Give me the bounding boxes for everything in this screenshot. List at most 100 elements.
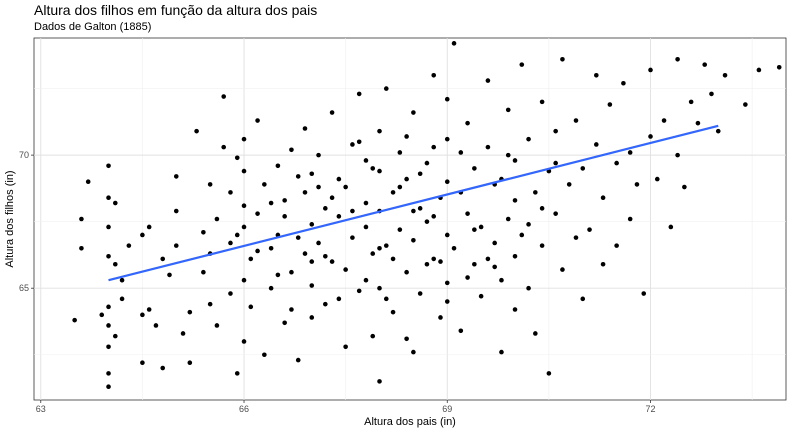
data-point — [187, 360, 193, 366]
data-point — [214, 323, 220, 328]
data-point — [275, 272, 281, 278]
data-points — [72, 41, 782, 389]
data-point — [153, 323, 159, 328]
data-point — [323, 253, 328, 259]
data-point — [383, 296, 389, 302]
regression-line — [108, 124, 719, 282]
data-point — [383, 86, 389, 91]
data-point — [282, 214, 287, 219]
data-point — [519, 62, 525, 67]
data-point — [126, 243, 132, 248]
data-point — [478, 293, 484, 299]
data-point — [648, 67, 653, 73]
data-point — [648, 134, 653, 139]
data-point — [614, 160, 619, 166]
data-point — [282, 198, 287, 203]
x-tick-label: 69 — [442, 404, 452, 414]
data-point — [194, 128, 199, 134]
data-point — [173, 208, 179, 214]
data-point — [553, 160, 558, 166]
data-point — [112, 333, 118, 339]
data-point — [295, 235, 301, 240]
data-point — [221, 94, 226, 99]
data-point — [444, 232, 450, 238]
data-point — [160, 256, 166, 262]
data-point — [336, 214, 342, 219]
data-point — [329, 195, 335, 201]
data-point — [343, 344, 348, 350]
data-point — [221, 144, 226, 150]
data-point — [404, 336, 409, 342]
data-point — [302, 251, 308, 256]
data-point — [722, 72, 728, 78]
data-point — [539, 243, 545, 248]
data-point — [241, 168, 247, 174]
data-point — [228, 291, 233, 296]
data-point — [519, 232, 525, 238]
data-point — [207, 182, 213, 187]
data-point — [478, 224, 484, 230]
data-point — [282, 320, 287, 326]
data-point — [451, 41, 457, 46]
data-point — [512, 253, 518, 259]
data-point — [756, 67, 762, 73]
data-point — [390, 256, 396, 262]
data-point — [295, 357, 301, 363]
data-point — [302, 190, 308, 195]
data-point — [180, 331, 186, 336]
data-point — [411, 349, 416, 355]
chart-subtitle: Dados de Galton (1885) — [34, 21, 152, 33]
data-point — [255, 211, 260, 216]
data-point — [309, 315, 315, 320]
data-point — [411, 208, 416, 214]
data-point — [350, 208, 355, 214]
data-point — [553, 211, 558, 216]
data-point — [404, 134, 409, 139]
data-point — [444, 280, 450, 286]
data-point — [560, 267, 565, 272]
data-point — [621, 80, 626, 86]
data-point — [458, 150, 464, 155]
data-point — [438, 259, 443, 264]
data-point — [411, 237, 416, 243]
data-point — [431, 72, 437, 78]
data-point — [336, 296, 342, 302]
data-point — [560, 56, 565, 62]
data-point — [167, 272, 172, 278]
data-point — [390, 309, 396, 315]
data-point — [262, 352, 267, 358]
data-point — [106, 224, 111, 230]
data-point — [106, 163, 111, 169]
data-point — [472, 166, 477, 171]
data-point — [140, 312, 145, 318]
data-point — [241, 339, 247, 344]
data-point — [106, 253, 111, 259]
data-point — [505, 152, 511, 158]
data-point — [329, 259, 335, 264]
data-point — [553, 128, 558, 134]
data-point — [255, 248, 260, 254]
data-point — [444, 136, 450, 142]
data-point — [106, 304, 111, 310]
data-point — [228, 240, 233, 246]
data-point — [539, 206, 545, 211]
data-point — [309, 222, 315, 227]
data-point — [458, 328, 464, 334]
data-point — [289, 269, 294, 275]
data-point — [228, 190, 233, 195]
x-axis-title: Altura dos pais (in) — [364, 416, 456, 428]
data-point — [316, 152, 321, 158]
data-point — [79, 245, 84, 251]
data-point — [99, 312, 105, 318]
data-point — [323, 301, 328, 307]
data-point — [248, 304, 254, 310]
data-point — [512, 307, 518, 312]
data-point — [661, 118, 667, 123]
data-point — [594, 72, 599, 78]
data-point — [377, 379, 382, 384]
data-point — [323, 206, 328, 211]
data-point — [499, 349, 504, 355]
data-point — [214, 216, 220, 222]
data-point — [363, 158, 369, 163]
data-point — [614, 243, 619, 248]
